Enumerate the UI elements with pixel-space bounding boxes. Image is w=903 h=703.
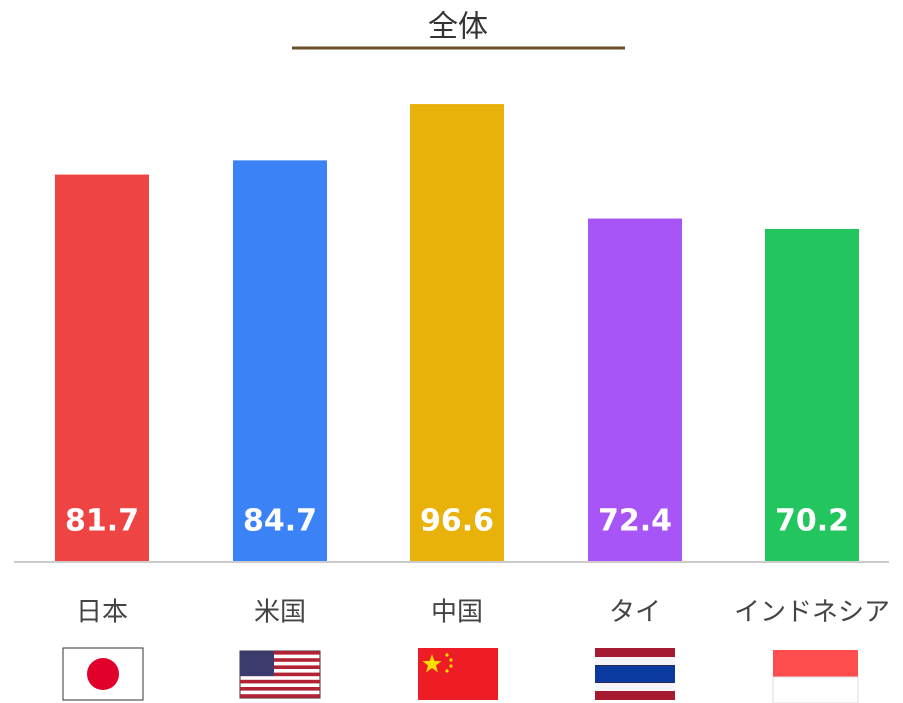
value-label: 96.6 — [420, 504, 494, 539]
flag-usa — [239, 650, 321, 699]
x-tick-label: タイ — [609, 598, 661, 628]
x-tick-label: 日本 — [76, 598, 128, 628]
value-label: 70.2 — [775, 504, 849, 539]
bar — [765, 228, 859, 562]
value-label: 72.4 — [598, 504, 672, 539]
x-tick-label: 中国 — [431, 598, 483, 628]
chart-title: 全体 — [428, 10, 488, 45]
bar — [588, 218, 682, 561]
flag-japan — [62, 647, 144, 701]
bar — [233, 160, 327, 561]
bar — [55, 174, 149, 561]
flag-china — [418, 648, 498, 700]
flag-thailand — [595, 648, 675, 700]
x-tick-label: 米国 — [254, 598, 306, 628]
x-tick-label: インドネシア — [734, 598, 890, 628]
value-label: 81.7 — [65, 504, 139, 539]
flag-indonesia — [772, 650, 859, 703]
value-label: 84.7 — [243, 504, 317, 539]
bar — [410, 104, 504, 561]
